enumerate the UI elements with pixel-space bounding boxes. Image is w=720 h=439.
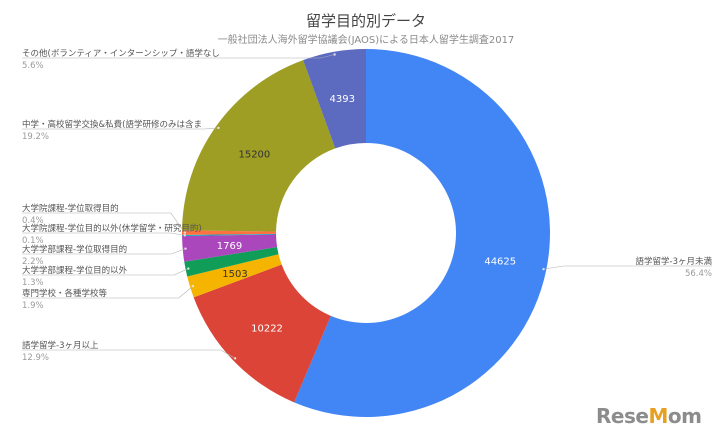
slice-name-label-8: その他(ボランティア・インターンシップ・語学なし xyxy=(22,48,220,59)
slice-name-label-3: 大学学部課程-学位目的以外 xyxy=(22,265,128,276)
logo-text-a: Rese xyxy=(596,404,649,428)
slice-anchor-7 xyxy=(217,126,220,130)
slice-1 xyxy=(193,264,331,403)
slice-6 xyxy=(182,230,277,235)
leader-line-5 xyxy=(22,232,185,236)
slice-name-label-5: 大学院課程-学位目的以外(休学留学・研究目的) xyxy=(22,223,202,234)
slice-value-label-7: 15200 xyxy=(238,150,270,161)
logo-text-b: om xyxy=(667,404,702,428)
slice-percent-label-5: 0.1% xyxy=(22,236,44,246)
slice-percent-label-6: 0.4% xyxy=(22,216,44,226)
slice-2 xyxy=(187,254,282,298)
slice-value-label-4: 1769 xyxy=(217,241,242,252)
resemom-logo: ReseMom xyxy=(596,398,706,434)
slice-group xyxy=(182,49,550,418)
slice-name-label-2: 専門学校・各種学校等 xyxy=(22,288,108,299)
leader-line-4 xyxy=(22,248,186,255)
leader-line-2 xyxy=(22,285,193,299)
slice-name-label-4: 大学学部課程-学位取得目的 xyxy=(22,244,127,255)
slice-5 xyxy=(182,233,277,236)
slice-name-label-1: 語学留学-3ヶ月以上 xyxy=(22,340,99,351)
leader-line-1 xyxy=(22,349,236,359)
leader-line-0 xyxy=(543,265,712,270)
slice-percent-label-7: 19.2% xyxy=(22,132,49,142)
slice-percent-label-4: 2.2% xyxy=(22,257,44,267)
slice-percent-label-3: 1.3% xyxy=(22,278,44,288)
leader-line-7 xyxy=(22,127,219,130)
slice-name-label-7: 中学・高校留学交換&私費(語学研修のみは含ま xyxy=(22,119,202,130)
slice-value-label-8: 4393 xyxy=(330,94,355,105)
slice-8 xyxy=(303,49,366,149)
chart-subtitle: 一般社団法人海外留学協議会(JAOS)による日本人留学生調査2017 xyxy=(218,33,515,46)
slice-label-group: 語学留学-3ヶ月未満 56.4% 語学留学-3ヶ月以上 12.9% 専門学校・各種学校等… xyxy=(22,48,712,363)
chart-title: 留学目的別データ xyxy=(306,12,426,30)
slice-value-label-0: 44625 xyxy=(484,256,516,267)
leader-line-3 xyxy=(22,268,189,276)
leader-line-group xyxy=(22,53,712,360)
leader-line-6 xyxy=(22,212,186,233)
leader-line-8 xyxy=(22,54,335,59)
slice-percent-label-0: 56.4% xyxy=(685,269,712,279)
slice-7 xyxy=(182,60,336,232)
slice-name-label-6: 大学院課程-学位取得目的 xyxy=(22,203,119,214)
slice-percent-label-2: 1.9% xyxy=(22,301,44,311)
slice-4 xyxy=(182,234,278,262)
logo-text-m: M xyxy=(648,404,668,428)
slice-3 xyxy=(184,247,279,277)
slice-name-label-0: 語学留学-3ヶ月未満 xyxy=(636,256,713,267)
slice-percent-label-1: 12.9% xyxy=(22,353,49,363)
value-label-group: 44625 10222 1503 1769 15200 4393 xyxy=(217,94,516,335)
slice-percent-label-8: 5.6% xyxy=(22,61,44,71)
slice-value-label-2: 1503 xyxy=(222,269,247,280)
slice-value-label-1: 10222 xyxy=(251,324,283,335)
slice-0 xyxy=(294,49,550,418)
